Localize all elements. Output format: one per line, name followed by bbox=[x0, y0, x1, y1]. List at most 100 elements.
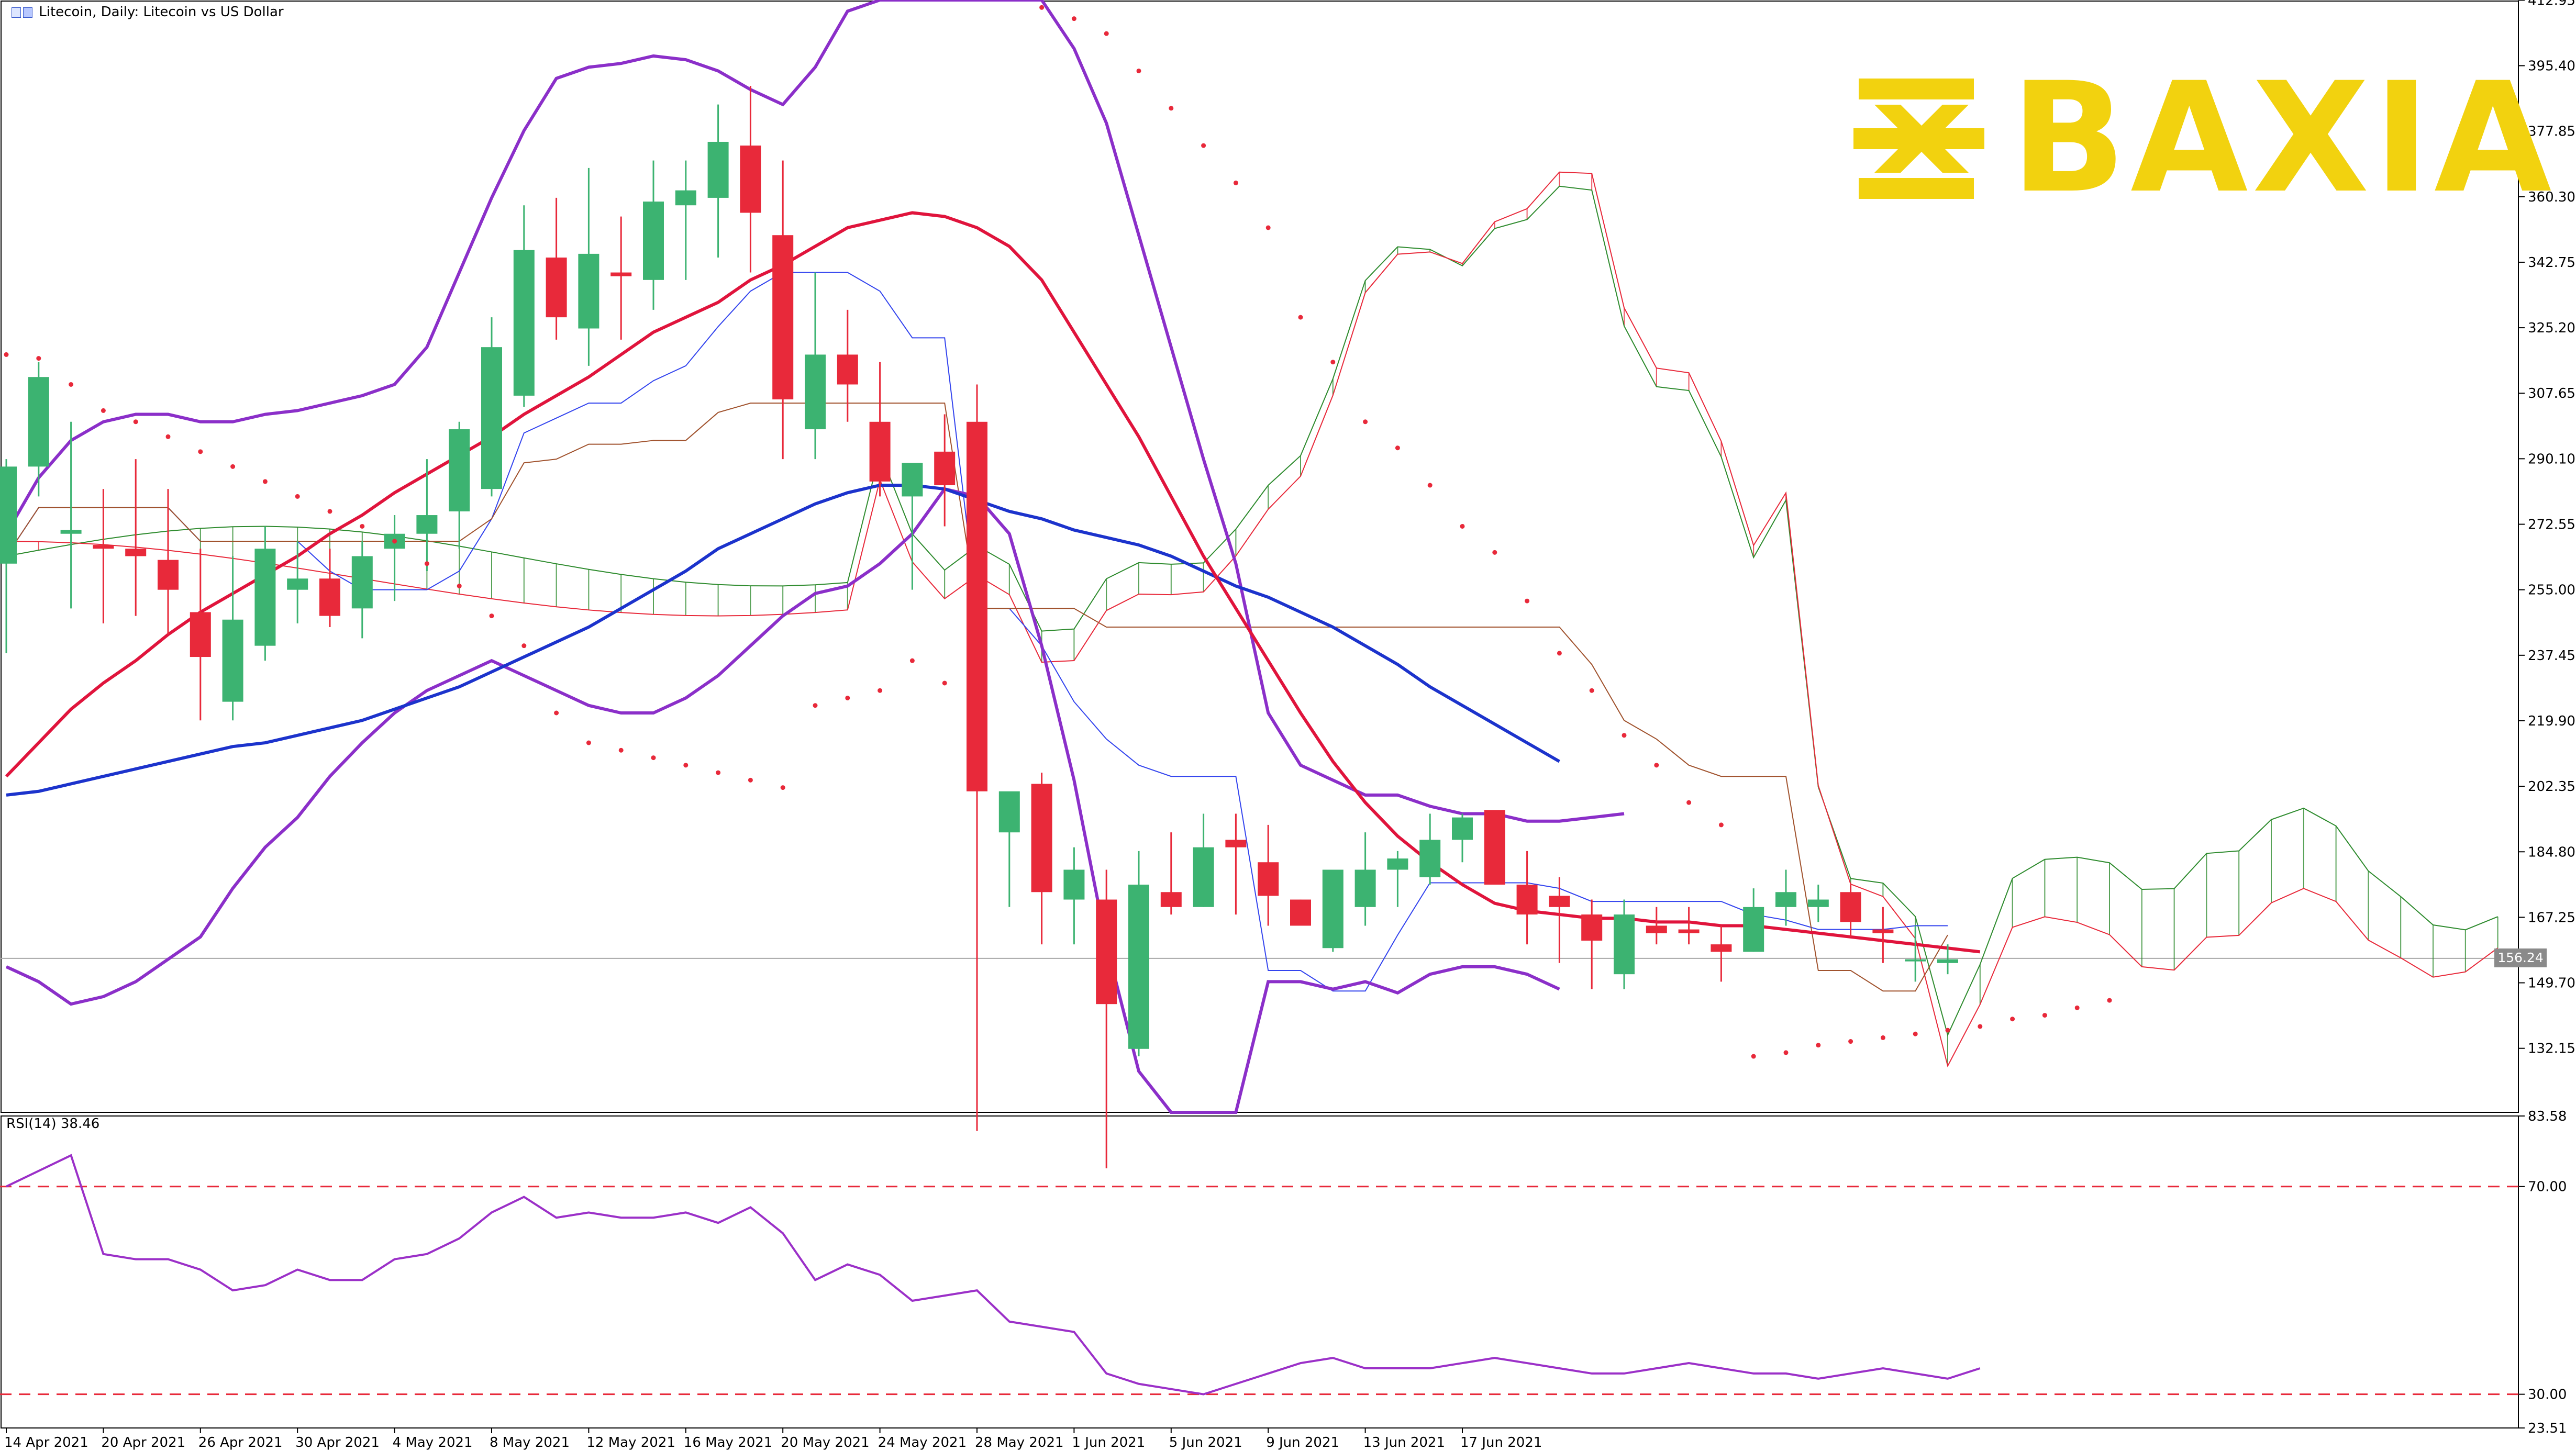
psar-dot bbox=[165, 434, 171, 439]
date-tick-label: 30 Apr 2021 bbox=[295, 1435, 380, 1450]
psar-dot bbox=[1071, 16, 1076, 21]
psar-dot bbox=[101, 408, 106, 413]
candle-up bbox=[1937, 959, 1958, 963]
psar-dot bbox=[1783, 1050, 1789, 1055]
candle-up bbox=[1128, 885, 1149, 1049]
psar-dot bbox=[1427, 483, 1433, 488]
date-tick-label: 26 Apr 2021 bbox=[198, 1435, 283, 1450]
price-tick-label: 202.35 bbox=[2528, 779, 2575, 795]
psar-dot bbox=[457, 584, 462, 589]
psar-dot bbox=[618, 747, 624, 753]
psar-dot bbox=[878, 688, 883, 693]
date-tick-label: 1 Jun 2021 bbox=[1072, 1435, 1145, 1450]
date-tick-label: 4 May 2021 bbox=[393, 1435, 473, 1450]
price-tick-label: 307.65 bbox=[2528, 386, 2575, 401]
psar-dot bbox=[1525, 598, 1530, 604]
date-tick-label: 20 Apr 2021 bbox=[101, 1435, 185, 1450]
psar-dot bbox=[716, 770, 721, 775]
psar-dot bbox=[262, 479, 268, 484]
candle-up bbox=[222, 619, 243, 702]
psar-dot bbox=[586, 740, 591, 745]
price-tick-label: 167.25 bbox=[2528, 910, 2575, 925]
candle-up bbox=[1905, 959, 1926, 962]
price-tick-label: 290.10 bbox=[2528, 451, 2575, 467]
psar-dot bbox=[198, 449, 203, 454]
psar-dot bbox=[1557, 651, 1562, 656]
chart-title: Litecoin, Daily: Litecoin vs US Dollar bbox=[12, 4, 284, 20]
psar-dot bbox=[780, 785, 785, 790]
psar-dot bbox=[4, 352, 9, 357]
candle-down bbox=[158, 560, 179, 590]
candle-up bbox=[1807, 899, 1829, 907]
candle-down bbox=[1646, 925, 1667, 933]
senkou-span-a bbox=[6, 185, 2498, 1037]
price-tick-label: 272.55 bbox=[2528, 517, 2575, 533]
psar-dot bbox=[1654, 763, 1659, 768]
candle-up bbox=[1387, 858, 1408, 870]
candle-down bbox=[740, 146, 761, 213]
candle-up bbox=[60, 530, 82, 534]
candle-down bbox=[967, 421, 987, 791]
rsi-panel-frame bbox=[1, 1115, 2519, 1428]
psar-dot bbox=[845, 695, 850, 700]
psar-dot bbox=[1136, 68, 1141, 73]
senkou-span-b bbox=[6, 171, 2499, 1068]
psar-dot bbox=[1039, 5, 1045, 10]
bollinger-lower-line bbox=[5, 487, 1560, 1114]
price-tick-label: 395.40 bbox=[2528, 59, 2575, 74]
psar-dot bbox=[1265, 225, 1271, 230]
chart-icon bbox=[23, 7, 32, 18]
candle-down bbox=[319, 578, 340, 616]
psar-dot bbox=[1718, 822, 1724, 828]
candle-up bbox=[416, 515, 438, 534]
date-tick-label: 12 May 2021 bbox=[586, 1435, 675, 1450]
candle-up bbox=[351, 556, 373, 609]
rsi-panel bbox=[0, 1154, 2518, 1396]
psar-dot bbox=[651, 755, 656, 761]
candle-up bbox=[1452, 817, 1473, 840]
date-tick-label: 14 Apr 2021 bbox=[4, 1435, 88, 1450]
psar-dot bbox=[1363, 419, 1368, 425]
psar-dot bbox=[1848, 1039, 1853, 1044]
psar-dot bbox=[1298, 315, 1303, 320]
psar-dot bbox=[521, 643, 527, 649]
psar-dot bbox=[327, 509, 332, 514]
rsi-label: RSI(14) 38.46 bbox=[6, 1116, 100, 1132]
candle-up bbox=[578, 253, 599, 329]
date-tick-label: 8 May 2021 bbox=[490, 1435, 570, 1450]
psar-dot bbox=[36, 356, 41, 361]
candle-up bbox=[805, 354, 826, 430]
date-tick-label: 13 Jun 2021 bbox=[1363, 1435, 1445, 1450]
candle-up bbox=[287, 578, 308, 590]
candle-up bbox=[707, 141, 729, 198]
date-tick-label: 20 May 2021 bbox=[781, 1435, 870, 1450]
candle-up bbox=[998, 791, 1020, 833]
ichimoku-cloud bbox=[6, 171, 2499, 1068]
psar-dot bbox=[1169, 106, 1174, 111]
price-tick-label: 149.70 bbox=[2528, 976, 2575, 991]
psar-dot bbox=[1395, 445, 1400, 451]
candle-up bbox=[1775, 892, 1796, 907]
candle-up bbox=[1354, 869, 1376, 907]
psar-dot bbox=[1913, 1031, 1918, 1036]
candle-up bbox=[1614, 914, 1635, 975]
candle-down bbox=[934, 451, 956, 486]
candle-down bbox=[1581, 914, 1603, 941]
psar-dot bbox=[1589, 688, 1594, 693]
candle-up bbox=[1322, 869, 1343, 948]
psar-dot bbox=[1622, 733, 1627, 738]
indicator-lines bbox=[5, 0, 1981, 1114]
psar-dot bbox=[1686, 800, 1692, 805]
psar-dot bbox=[69, 382, 74, 387]
psar-dot bbox=[1880, 1035, 1885, 1040]
baxia-emblem-icon bbox=[1853, 79, 1984, 199]
candle-down bbox=[93, 545, 114, 549]
candle-up bbox=[675, 190, 696, 206]
rsi-line bbox=[6, 1154, 1981, 1396]
rsi-tick-label: 30.00 bbox=[2528, 1387, 2567, 1403]
psar-dot bbox=[360, 523, 365, 529]
psar-dot bbox=[295, 494, 300, 499]
candle-down bbox=[1096, 899, 1117, 1004]
price-tick-label: 219.90 bbox=[2528, 713, 2575, 729]
